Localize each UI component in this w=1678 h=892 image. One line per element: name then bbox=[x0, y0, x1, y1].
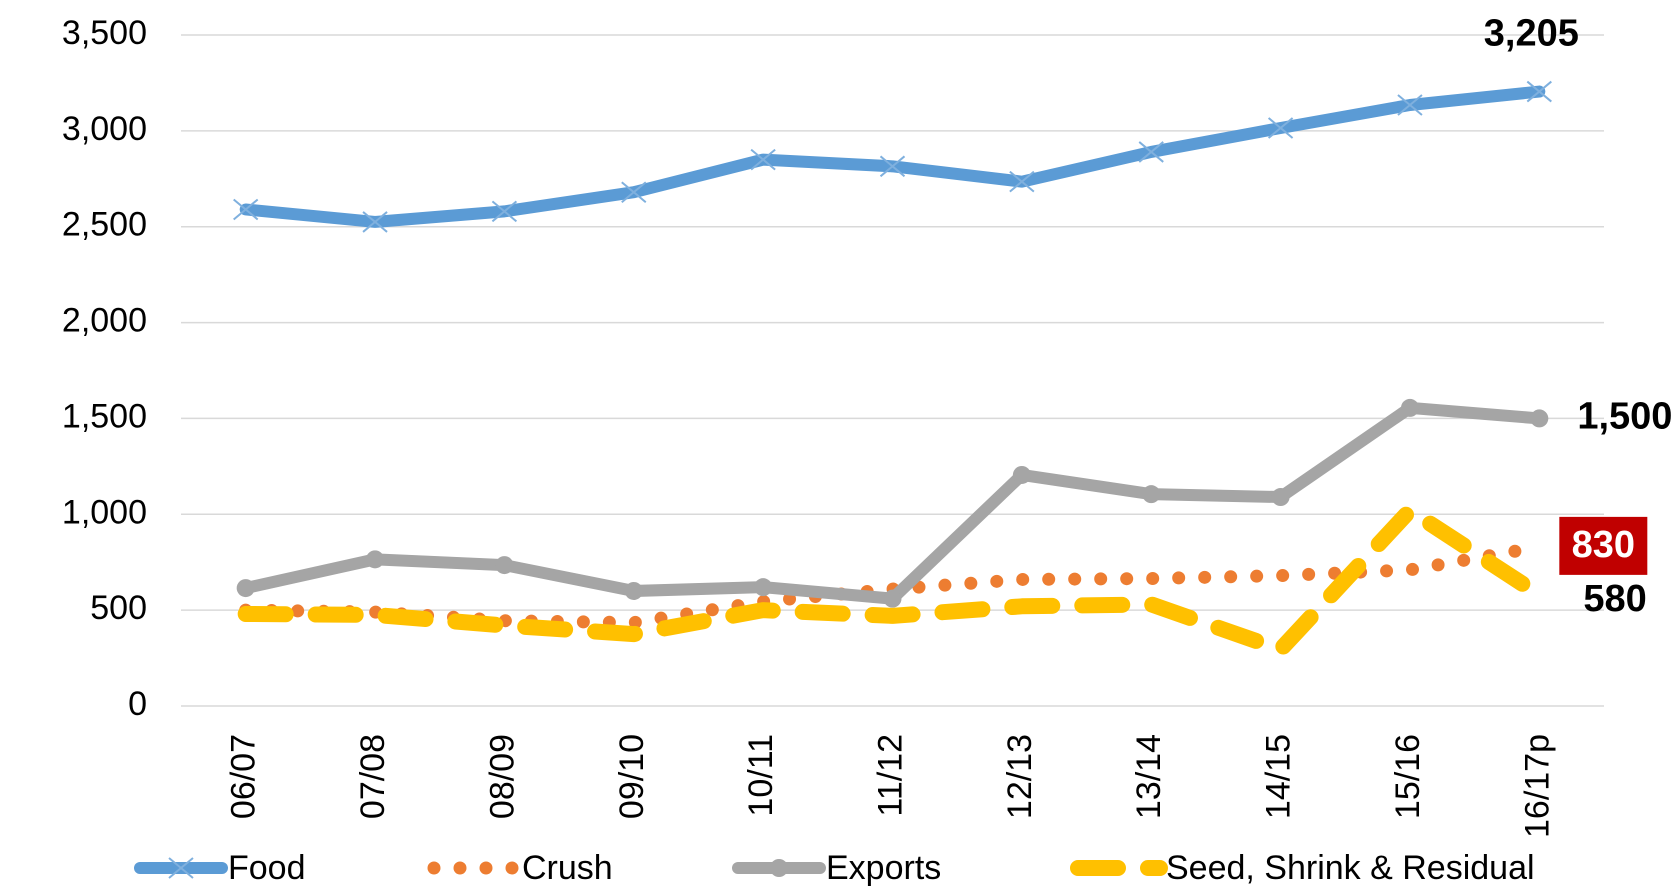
marker bbox=[495, 556, 514, 575]
x-tick-label: 13/14 bbox=[1130, 734, 1168, 819]
marker bbox=[1138, 141, 1164, 163]
x-tick-label: 08/09 bbox=[483, 734, 521, 819]
series bbox=[239, 540, 1546, 630]
line bbox=[239, 85, 1546, 228]
x-tick-label: 14/15 bbox=[1260, 734, 1298, 819]
line bbox=[237, 502, 1548, 658]
series bbox=[233, 80, 1552, 233]
value-label: 3,205 bbox=[1484, 13, 1579, 55]
marker bbox=[1397, 94, 1423, 116]
marker bbox=[1012, 465, 1031, 484]
marker bbox=[491, 200, 518, 223]
legend-item: Crush bbox=[427, 849, 613, 887]
y-tick-label: 3,000 bbox=[62, 110, 147, 148]
x-tick-label: 15/16 bbox=[1389, 734, 1427, 819]
marker bbox=[1530, 409, 1549, 428]
marker bbox=[1009, 170, 1035, 193]
legend-item: Food bbox=[134, 849, 306, 887]
marker bbox=[754, 578, 773, 597]
marker bbox=[1142, 485, 1161, 504]
legend-item: Exports bbox=[732, 849, 941, 887]
marker bbox=[879, 155, 906, 178]
legend-label: Crush bbox=[522, 849, 613, 887]
marker bbox=[624, 581, 643, 600]
marker bbox=[236, 579, 255, 598]
marker bbox=[366, 550, 385, 569]
value-label: 1,500 bbox=[1577, 395, 1672, 437]
x-tick-label: 11/12 bbox=[871, 734, 909, 817]
y-tick-label: 3,500 bbox=[62, 14, 147, 52]
marker bbox=[621, 181, 647, 203]
x-tick-label: 06/07 bbox=[225, 734, 263, 819]
x-tick-label: 07/08 bbox=[354, 734, 392, 819]
marker bbox=[233, 198, 259, 221]
marker bbox=[1271, 488, 1290, 507]
x-tick-label: 10/11 bbox=[742, 734, 780, 817]
y-tick-label: 2,500 bbox=[62, 206, 147, 244]
marker bbox=[1267, 117, 1294, 139]
y-tick-label: 1,500 bbox=[62, 397, 147, 435]
legend-label: Exports bbox=[826, 849, 941, 887]
marker bbox=[1400, 398, 1419, 417]
legend-label: Food bbox=[228, 849, 306, 887]
legend-marker bbox=[168, 857, 194, 879]
y-tick-label: 0 bbox=[128, 685, 147, 723]
x-tick-label: 16/17p bbox=[1518, 734, 1556, 838]
x-tick-label: 09/10 bbox=[613, 734, 651, 819]
marker bbox=[750, 148, 776, 171]
legend-marker bbox=[770, 859, 788, 877]
legend-item: Seed, Shrink & Residual bbox=[1070, 849, 1535, 887]
series bbox=[236, 398, 1549, 608]
series bbox=[237, 502, 1548, 658]
marker bbox=[883, 589, 902, 608]
value-label: 580 bbox=[1583, 578, 1646, 620]
marker bbox=[362, 211, 388, 233]
legend-label: Seed, Shrink & Residual bbox=[1166, 849, 1535, 887]
y-tick-label: 2,000 bbox=[62, 302, 147, 340]
marker bbox=[1526, 80, 1552, 103]
value-label-box bbox=[1559, 516, 1648, 575]
y-tick-label: 1,000 bbox=[62, 493, 147, 531]
line bbox=[239, 540, 1546, 630]
x-tick-label: 12/13 bbox=[1001, 734, 1039, 819]
value-label: 830 bbox=[1572, 524, 1635, 566]
y-tick-label: 500 bbox=[90, 589, 147, 627]
